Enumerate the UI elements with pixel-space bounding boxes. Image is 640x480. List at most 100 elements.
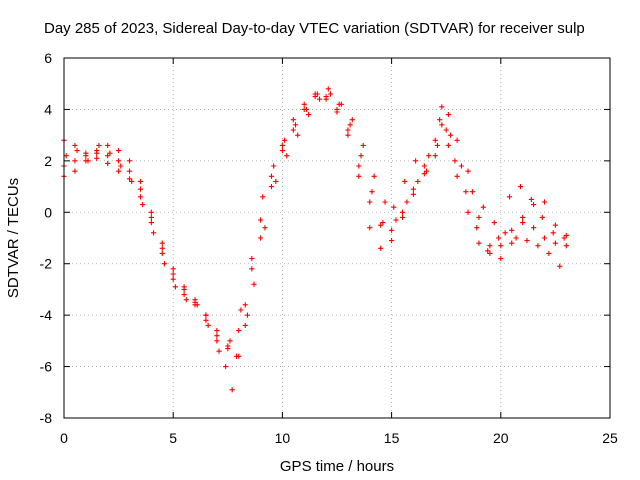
y-tick-label-1: -6 <box>40 359 53 375</box>
point-track-d-31 <box>402 178 408 185</box>
point-track-a-42 <box>498 243 504 249</box>
point-track-a-33 <box>410 186 417 192</box>
point-track-d-4 <box>107 150 113 156</box>
point-track-b-1 <box>72 168 78 174</box>
point-track-d-35 <box>443 127 449 133</box>
point-track-c-31 <box>389 237 395 244</box>
point-track-a-32 <box>399 209 406 215</box>
point-track-c-32 <box>399 214 406 221</box>
point-track-d-39 <box>485 248 491 254</box>
series-track-a <box>61 93 569 352</box>
point-track-a-31 <box>389 227 395 233</box>
point-track-a-46 <box>541 235 548 241</box>
point-track-b-38 <box>465 168 471 174</box>
point-track-c-42 <box>502 230 508 236</box>
point-track-c-21 <box>279 147 285 154</box>
point-track-a-14 <box>214 338 220 344</box>
point-track-a-43 <box>509 227 515 233</box>
point-track-b-29 <box>371 173 377 179</box>
point-track-d-37 <box>463 189 469 195</box>
point-track-c-43 <box>513 235 519 241</box>
point-track-a-9 <box>159 250 165 257</box>
y-tick-label-3: -2 <box>40 256 53 272</box>
point-track-b-31 <box>393 217 399 223</box>
point-track-b-47 <box>563 243 569 249</box>
point-track-b-28 <box>360 142 366 149</box>
point-track-d-14 <box>216 348 222 354</box>
point-track-b-44 <box>530 201 537 208</box>
point-track-c-10 <box>170 271 176 277</box>
point-track-a-35 <box>432 137 438 143</box>
point-track-b-45 <box>541 199 548 205</box>
point-track-d-11 <box>183 297 189 303</box>
point-track-b-46 <box>552 222 558 228</box>
point-track-d-36 <box>452 158 458 164</box>
point-track-a-45 <box>530 225 537 231</box>
point-track-c-29 <box>367 225 373 231</box>
point-track-b-35 <box>437 117 443 123</box>
point-track-c-35 <box>432 153 438 159</box>
point-track-d-44 <box>539 214 545 221</box>
point-track-c-6 <box>126 168 133 174</box>
point-track-b-9 <box>159 240 165 246</box>
point-track-c-7 <box>137 186 144 192</box>
point-track-b-17 <box>242 322 248 329</box>
point-track-d-32 <box>413 158 419 164</box>
point-track-a-5 <box>116 168 122 174</box>
point-track-a-37 <box>445 142 451 149</box>
point-track-a-22 <box>290 117 296 123</box>
point-track-b-39 <box>476 214 482 221</box>
y-tick-label-2: -4 <box>40 307 53 323</box>
point-track-a-36 <box>439 122 445 128</box>
point-track-a-4 <box>105 160 111 167</box>
point-track-d-18 <box>260 194 266 200</box>
point-track-b-7 <box>137 178 144 185</box>
point-track-b-27 <box>349 117 355 123</box>
x-tick-label-0: 0 <box>60 430 68 446</box>
point-track-a-40 <box>476 240 482 246</box>
point-track-a-11 <box>181 291 187 298</box>
point-track-c-47 <box>557 263 563 269</box>
x-tick-label-4: 20 <box>493 430 509 446</box>
point-track-b-34 <box>426 153 432 159</box>
point-track-d-9 <box>161 261 168 267</box>
point-track-d-23 <box>314 91 320 97</box>
y-axis-label: SDTVAR / TECUs <box>5 178 22 298</box>
point-track-d-1 <box>74 147 80 154</box>
point-track-b-18 <box>251 281 257 287</box>
x-axis-label: GPS time / hours <box>280 458 394 475</box>
point-track-c-41 <box>491 219 497 226</box>
point-track-c-20 <box>268 183 275 190</box>
point-track-b-32 <box>404 199 410 205</box>
point-track-c-45 <box>535 243 541 249</box>
point-track-a-47 <box>552 240 558 246</box>
point-track-a-19 <box>257 217 264 223</box>
point-track-d-42 <box>517 183 524 190</box>
x-tick-label-1: 5 <box>169 430 177 446</box>
point-track-b-41 <box>498 255 504 262</box>
point-track-b-22 <box>295 132 301 138</box>
point-track-c-25 <box>323 93 329 100</box>
point-track-d-19 <box>271 163 277 169</box>
point-track-a-7 <box>137 194 144 200</box>
point-track-b-19 <box>262 225 268 231</box>
point-track-b-36 <box>445 111 451 118</box>
point-track-c-30 <box>378 245 384 251</box>
point-track-b-5 <box>116 147 122 154</box>
point-track-a-23 <box>301 101 307 107</box>
point-track-a-44 <box>520 214 526 221</box>
point-track-b-30 <box>382 199 388 205</box>
point-track-c-40 <box>480 204 486 210</box>
point-track-c-5 <box>116 158 122 164</box>
point-track-b-33 <box>415 178 421 185</box>
point-track-b-10 <box>170 266 176 272</box>
point-track-d-26 <box>347 122 353 128</box>
point-track-a-1 <box>72 142 78 149</box>
point-track-b-37 <box>454 137 460 143</box>
point-track-c-8 <box>148 214 154 221</box>
point-track-c-39 <box>469 189 476 195</box>
point-track-b-43 <box>520 219 526 226</box>
plot-frame <box>63 57 611 419</box>
axis-ticks <box>63 57 611 419</box>
point-track-c-26 <box>334 109 340 115</box>
